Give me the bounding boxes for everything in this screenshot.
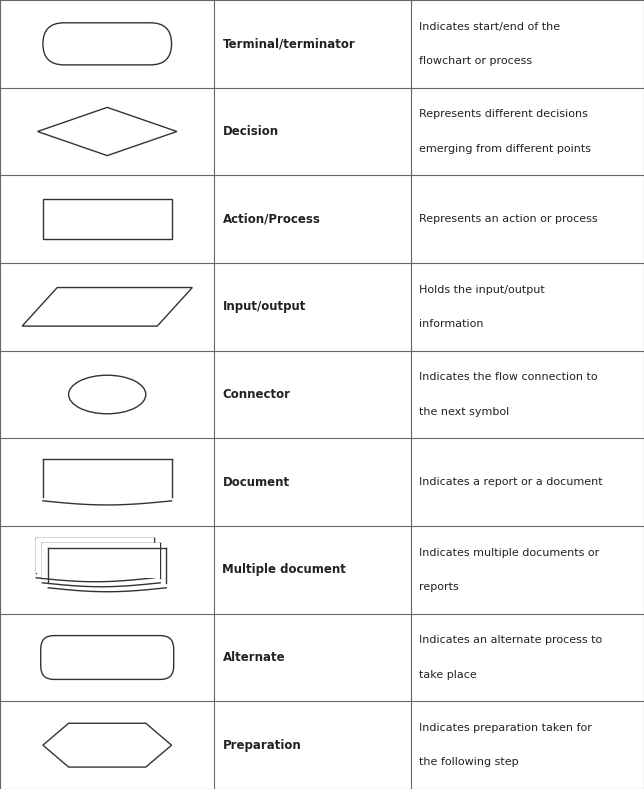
Text: Indicates preparation taken for

the following step: Indicates preparation taken for the foll…: [419, 723, 592, 768]
Text: Holds the input/output

information: Holds the input/output information: [419, 285, 545, 329]
Polygon shape: [43, 543, 160, 578]
Text: Indicates the flow connection to

the next symbol: Indicates the flow connection to the nex…: [419, 372, 598, 417]
Text: Indicates start/end of the

flowchart or process: Indicates start/end of the flowchart or …: [419, 21, 560, 66]
Text: Indicates a report or a document: Indicates a report or a document: [419, 477, 603, 487]
Text: Represents an action or process: Represents an action or process: [419, 214, 598, 224]
Text: Decision: Decision: [222, 125, 279, 138]
Text: Input/output: Input/output: [222, 301, 306, 313]
Text: Connector: Connector: [222, 388, 290, 401]
Text: Represents different decisions

emerging from different points: Represents different decisions emerging …: [419, 110, 591, 154]
Text: Action/Process: Action/Process: [222, 213, 320, 226]
Text: Alternate: Alternate: [222, 651, 285, 664]
Text: Preparation: Preparation: [222, 739, 301, 752]
Text: Indicates multiple documents or

reports: Indicates multiple documents or reports: [419, 548, 599, 592]
FancyBboxPatch shape: [41, 636, 174, 679]
Bar: [43, 199, 171, 239]
Text: Terminal/terminator: Terminal/terminator: [222, 37, 355, 50]
FancyBboxPatch shape: [43, 23, 171, 65]
Text: Multiple document: Multiple document: [222, 563, 346, 576]
Text: Indicates an alternate process to

take place: Indicates an alternate process to take p…: [419, 635, 602, 679]
Text: Document: Document: [222, 476, 290, 488]
Polygon shape: [36, 538, 154, 573]
